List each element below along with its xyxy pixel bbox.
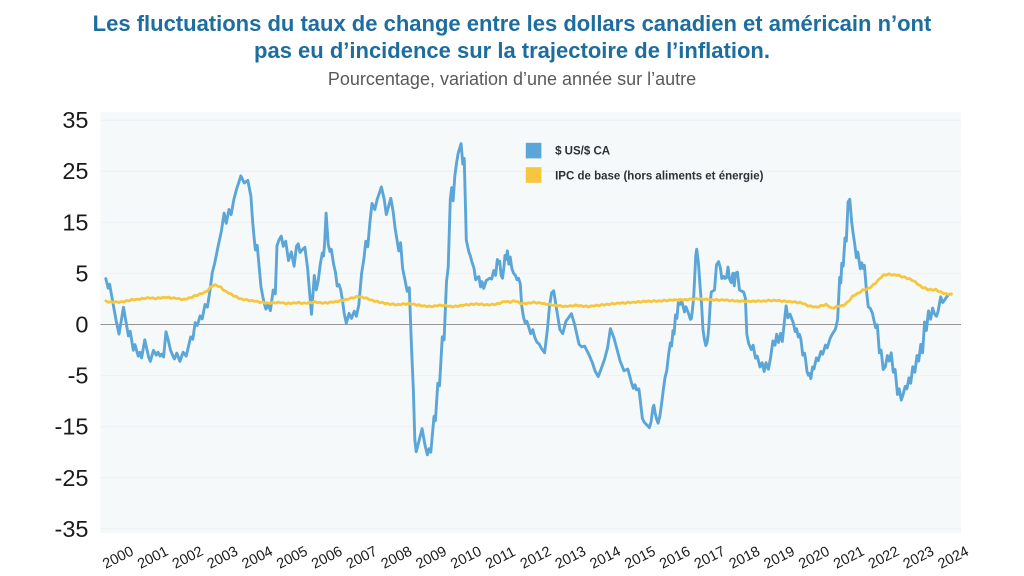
svg-text:2017: 2017 bbox=[692, 544, 728, 573]
svg-text:2011: 2011 bbox=[483, 544, 518, 572]
svg-text:2003: 2003 bbox=[205, 544, 241, 573]
svg-text:2016: 2016 bbox=[657, 544, 693, 573]
svg-text:$ US/$ CA: $ US/$ CA bbox=[555, 145, 610, 157]
svg-text:35: 35 bbox=[62, 107, 88, 133]
svg-text:-35: -35 bbox=[55, 516, 89, 542]
svg-text:-25: -25 bbox=[55, 465, 89, 491]
svg-text:2012: 2012 bbox=[518, 544, 554, 573]
svg-text:2022: 2022 bbox=[866, 544, 902, 573]
svg-text:2001: 2001 bbox=[135, 544, 171, 573]
svg-text:2002: 2002 bbox=[170, 544, 206, 573]
svg-text:-5: -5 bbox=[68, 363, 89, 389]
svg-text:2020: 2020 bbox=[796, 544, 832, 573]
svg-text:-15: -15 bbox=[55, 414, 89, 440]
svg-text:2004: 2004 bbox=[240, 544, 276, 573]
svg-text:0: 0 bbox=[75, 312, 88, 338]
svg-text:2023: 2023 bbox=[901, 544, 937, 573]
svg-text:15: 15 bbox=[62, 209, 88, 235]
svg-text:5: 5 bbox=[75, 260, 88, 286]
svg-text:2015: 2015 bbox=[622, 544, 658, 573]
svg-text:2005: 2005 bbox=[274, 544, 310, 573]
svg-text:2013: 2013 bbox=[553, 544, 589, 573]
svg-text:2006: 2006 bbox=[309, 544, 345, 573]
svg-text:IPC de base (hors aliments et: IPC de base (hors aliments et énergie) bbox=[555, 170, 764, 182]
svg-text:2024: 2024 bbox=[936, 544, 972, 573]
svg-text:2000: 2000 bbox=[100, 544, 136, 573]
svg-text:2014: 2014 bbox=[588, 544, 624, 573]
svg-text:2010: 2010 bbox=[448, 544, 484, 573]
svg-text:2007: 2007 bbox=[344, 544, 380, 573]
svg-text:2008: 2008 bbox=[379, 544, 415, 573]
svg-text:2019: 2019 bbox=[762, 544, 798, 573]
svg-text:2018: 2018 bbox=[727, 544, 763, 573]
svg-text:25: 25 bbox=[62, 158, 88, 184]
svg-text:2021: 2021 bbox=[831, 544, 867, 573]
svg-text:2009: 2009 bbox=[414, 544, 450, 573]
